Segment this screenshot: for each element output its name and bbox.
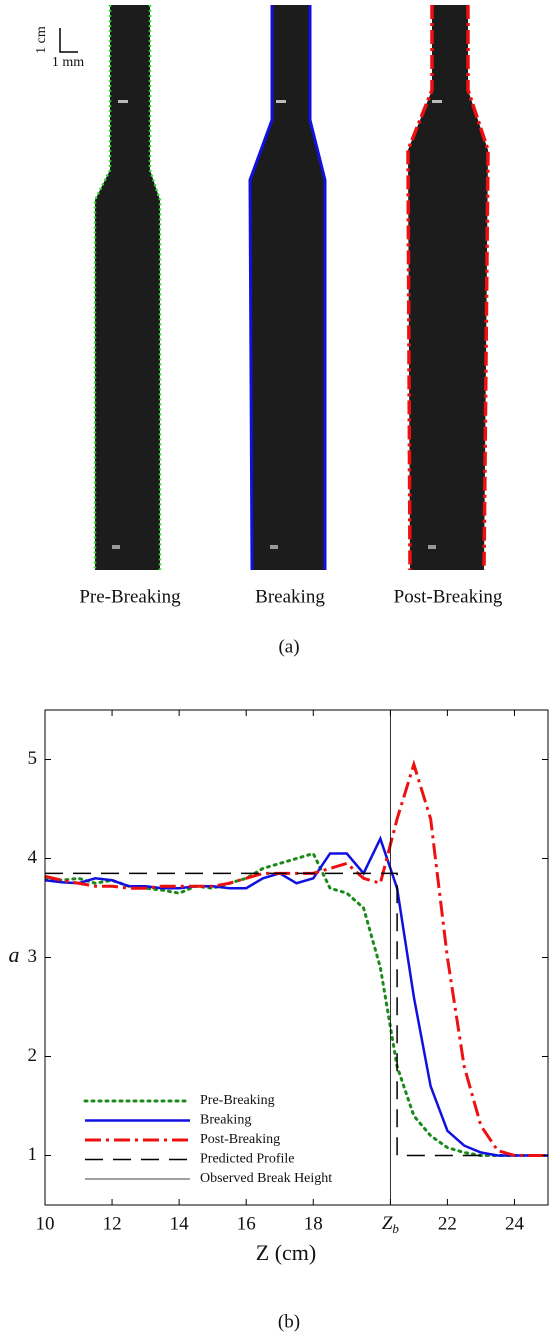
speck: [118, 100, 128, 103]
x-tick-label: 22: [438, 1213, 457, 1234]
legend-label: Pre-Breaking: [200, 1093, 275, 1108]
outline-pre: [93, 5, 162, 570]
tick-sub: b: [392, 1221, 399, 1236]
plot-frame: [44, 709, 549, 1206]
y-tick-label: 4: [28, 847, 38, 868]
x-tick-label: 12: [103, 1213, 122, 1234]
y-tick-label: 3: [28, 946, 38, 967]
tube-breaking: [250, 5, 325, 570]
x-tick-label: 16: [237, 1213, 256, 1234]
x-axis-label: Z (cm): [256, 1240, 316, 1265]
series-line: [45, 759, 548, 1157]
panel-label: Breaking: [255, 586, 325, 607]
speck: [428, 545, 436, 549]
x-tick-label: 18: [304, 1213, 323, 1234]
speck: [112, 545, 120, 549]
x-tick-label: 10: [36, 1213, 55, 1234]
scale-bar-horizontal: 1 mm: [52, 55, 84, 70]
panel-label: Post-Breaking: [394, 586, 503, 607]
x-tick-label: 14: [170, 1213, 190, 1234]
scale-bar-vertical: 1 cm: [34, 26, 49, 54]
caption: (b): [278, 1311, 300, 1332]
series-line: [45, 851, 548, 1157]
panel-label: Pre-Breaking: [79, 586, 181, 607]
speck: [270, 545, 278, 549]
legend-label: Breaking: [200, 1113, 251, 1128]
series-line: [45, 835, 548, 1157]
tick-main: Z: [382, 1213, 393, 1234]
tube-images: [59, 5, 490, 571]
outline-post: [406, 5, 490, 571]
speck: [276, 100, 286, 103]
outline-breaking: [248, 5, 327, 571]
tube-pre: [95, 5, 160, 570]
tube-post: [408, 5, 488, 570]
caption: (a): [278, 636, 299, 657]
legend-label: Post-Breaking: [200, 1132, 280, 1147]
y-tick-label: 1: [28, 1144, 38, 1165]
plot-lines: [45, 710, 548, 1205]
legend-label: Observed Break Height: [200, 1171, 332, 1186]
y-tick-label: 2: [28, 1045, 38, 1066]
x-tick-label: Zb: [382, 1213, 400, 1236]
series-line: [45, 872, 481, 1157]
y-tick-label: 5: [28, 748, 38, 769]
speck: [432, 100, 442, 103]
scale-bar: [59, 28, 78, 53]
y-axis-label: a: [9, 942, 20, 967]
x-tick-label: 24: [505, 1213, 525, 1234]
legend-label: Predicted Profile: [200, 1152, 294, 1167]
